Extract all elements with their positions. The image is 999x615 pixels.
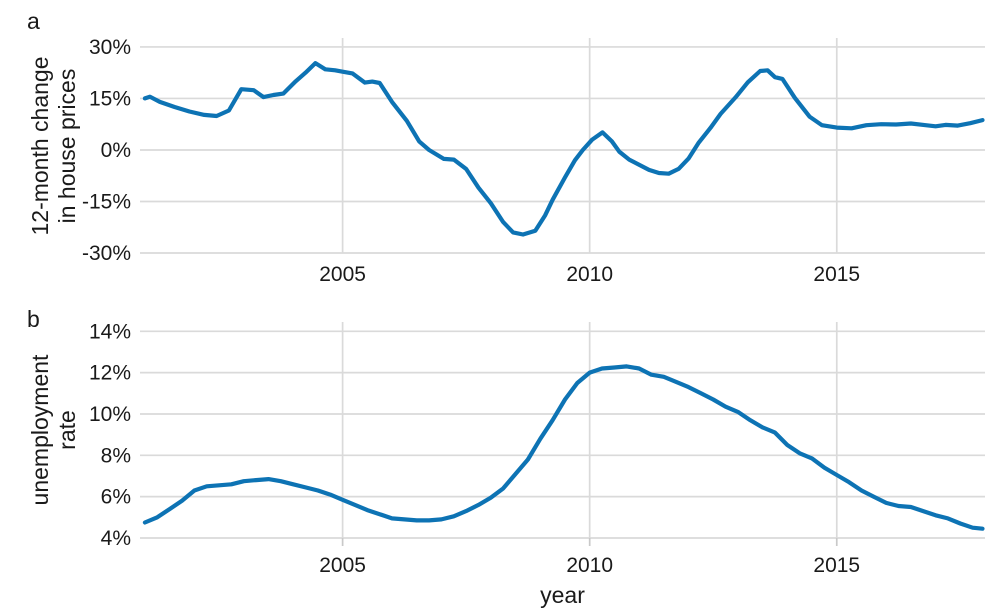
y-tick-label: -30% (82, 242, 131, 265)
panel-b-plot: 14% 12% 10% 8% 6% 4% 2005 2010 2015 (89, 320, 985, 577)
x-tick-label: 2010 (566, 263, 613, 286)
y-tick-label: 15% (89, 87, 131, 110)
y-tick-label: 12% (89, 362, 131, 385)
panel-b-label: b (27, 306, 40, 332)
y-tick-label: -15% (82, 190, 131, 213)
y-tick-label: 4% (101, 527, 131, 550)
x-tick-label: 2010 (566, 554, 613, 577)
x-tick-label: 2005 (319, 554, 366, 577)
x-axis-title: year (540, 582, 585, 608)
x-tick-label: 2015 (813, 554, 860, 577)
data-line-unemployment-rate (142, 364, 985, 531)
panel-a-label: a (27, 8, 40, 34)
panel-a-plot: 30% 15% 0% -15% -30% 2005 2010 2015 (82, 36, 985, 286)
y-tick-label: 10% (89, 403, 131, 426)
y-tick-label: 8% (101, 444, 131, 467)
x-tick-label: 2015 (813, 263, 860, 286)
y-tick-label: 0% (101, 139, 131, 162)
y-tick-label: 30% (89, 36, 131, 59)
y-tick-label: 14% (89, 320, 131, 343)
data-line-12-month-change-in-house-prices (142, 60, 985, 237)
x-tick-label: 2005 (319, 263, 366, 286)
y-tick-label: 6% (101, 486, 131, 509)
